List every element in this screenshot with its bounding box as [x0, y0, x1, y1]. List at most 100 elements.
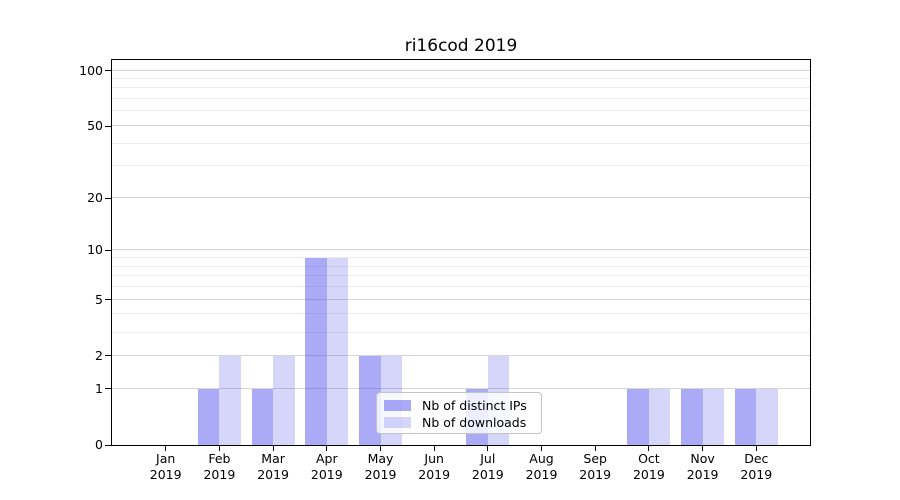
y-tick-label: 20	[87, 190, 103, 205]
y-tick-label: 2	[95, 347, 103, 363]
y-tick-mark	[105, 125, 111, 127]
bar-downloads	[702, 388, 725, 445]
bar-distinct-ips	[681, 388, 703, 445]
y-tick-mark	[105, 444, 111, 446]
gridline-minor	[112, 331, 810, 333]
x-tick-year: 2019	[364, 467, 397, 482]
x-tick-year: 2019	[149, 467, 182, 482]
gridline-minor	[112, 265, 810, 267]
legend-row: Nb of downloads	[384, 414, 541, 431]
x-tick-year: 2019	[686, 467, 719, 482]
gridline-minor	[112, 110, 810, 112]
x-tick-year: 2019	[579, 467, 612, 482]
gridline-major	[112, 69, 810, 71]
x-tick-mark	[487, 446, 489, 451]
x-tick-mark	[648, 446, 650, 451]
gridline-minor	[112, 78, 810, 79]
x-tick-year: 2019	[525, 467, 558, 482]
bar-downloads	[326, 258, 349, 445]
x-tick-mark	[702, 446, 704, 451]
legend-swatch-distinct-ips	[384, 400, 411, 411]
x-tick-label: Aug 2019	[500, 451, 584, 483]
bar-distinct-ips	[197, 388, 220, 445]
bar-distinct-ips	[305, 258, 327, 445]
legend-swatch-downloads	[384, 417, 411, 428]
y-tick-label: 1	[95, 380, 103, 396]
x-tick-month: Nov	[690, 451, 715, 466]
x-tick-month: Jan	[156, 451, 176, 466]
y-tick-mark	[105, 299, 111, 301]
x-tick-year: 2019	[471, 467, 504, 482]
bar-downloads	[756, 388, 778, 445]
x-tick-mark	[165, 446, 167, 451]
x-tick-label: Apr 2019	[285, 451, 369, 483]
x-tick-month: Dec	[744, 451, 769, 466]
legend-label-downloads: Nb of downloads	[422, 414, 527, 430]
gridline-minor	[112, 87, 810, 89]
x-tick-mark	[218, 446, 220, 451]
gridline-major	[112, 125, 810, 126]
x-tick-mark	[594, 446, 596, 451]
bar-distinct-ips	[359, 355, 381, 445]
x-tick-month: Mar	[261, 451, 285, 466]
bar-distinct-ips	[734, 388, 757, 445]
x-tick-label: May 2019	[339, 451, 423, 483]
y-tick-mark	[105, 70, 111, 71]
x-tick-year: 2019	[418, 467, 451, 482]
x-tick-year: 2019	[310, 467, 343, 482]
legend-label-distinct-ips: Nb of distinct IPs	[422, 397, 527, 413]
x-tick-label: Dec 2019	[714, 451, 798, 483]
gridline-major	[112, 354, 810, 356]
y-tick-label: 5	[95, 291, 103, 307]
y-tick-label: 50	[87, 118, 103, 133]
gridline-minor	[112, 142, 810, 144]
gridline-minor	[112, 257, 810, 259]
chart-title: ri16cod 2019	[404, 36, 518, 56]
x-tick-label: Nov 2019	[661, 451, 745, 483]
bar-distinct-ips	[251, 388, 274, 445]
y-tick-mark	[105, 197, 111, 199]
x-tick-year: 2019	[740, 467, 773, 482]
x-tick-mark	[755, 446, 757, 451]
x-tick-month: Aug	[529, 451, 554, 466]
x-tick-year: 2019	[257, 467, 289, 482]
y-tick-mark	[105, 249, 111, 251]
x-tick-mark	[272, 446, 274, 451]
plot-area: Nb of distinct IPs Nb of downloads	[111, 59, 811, 446]
gridline-minor	[112, 98, 810, 100]
gridline-major	[112, 387, 810, 389]
bar-distinct-ips	[627, 388, 649, 445]
gridline-minor	[112, 313, 810, 315]
x-tick-mark	[541, 446, 542, 451]
x-tick-label: Jul 2019	[446, 451, 530, 483]
gridline-minor	[112, 275, 810, 277]
x-tick-month: Sep	[583, 451, 607, 466]
x-tick-label: Oct 2019	[607, 451, 691, 483]
x-tick-month: Jul	[480, 451, 496, 466]
x-tick-month: Jun	[424, 451, 444, 466]
x-tick-year: 2019	[203, 467, 236, 482]
legend-row: Nb of distinct IPs	[384, 397, 541, 414]
x-tick-month: Apr	[315, 451, 338, 466]
x-tick-month: Feb	[208, 451, 231, 466]
bar-downloads	[648, 388, 671, 445]
x-tick-mark	[380, 446, 381, 451]
x-tick-mark	[433, 446, 435, 451]
y-tick-label: 100	[79, 62, 103, 78]
y-tick-label: 0	[95, 437, 103, 452]
x-tick-label: Sep 2019	[553, 451, 637, 483]
bar-downloads	[219, 355, 241, 445]
y-tick-label: 10	[87, 242, 103, 258]
x-tick-label: Mar 2019	[231, 451, 315, 483]
x-tick-label: Feb 2019	[177, 451, 261, 483]
gridline-minor	[112, 165, 810, 167]
gridline-major	[112, 197, 810, 198]
y-tick-mark	[105, 388, 111, 390]
bar-downloads	[273, 355, 295, 445]
legend: Nb of distinct IPs Nb of downloads	[376, 392, 542, 434]
x-tick-label: Jun 2019	[392, 451, 476, 483]
x-tick-mark	[326, 446, 328, 451]
x-tick-month: May	[367, 451, 394, 466]
y-tick-mark	[105, 355, 111, 357]
